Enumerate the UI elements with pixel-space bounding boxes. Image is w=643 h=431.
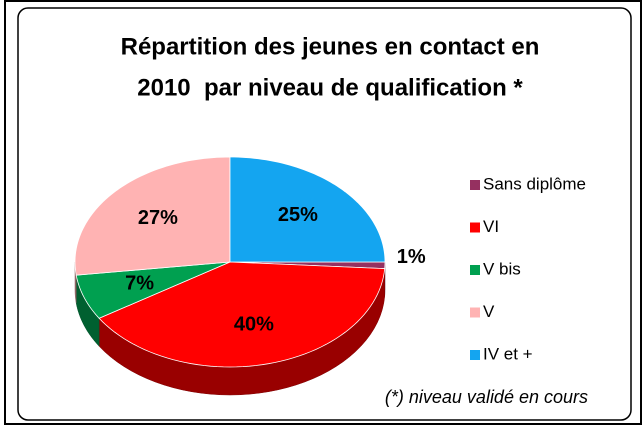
legend-label: IV et +	[483, 344, 533, 363]
data-label: 1%	[397, 246, 426, 268]
legend-swatch	[470, 265, 480, 275]
legend-swatch	[470, 308, 480, 318]
chart-title: 2010 par niveau de qualification *	[137, 74, 523, 101]
legend-swatch	[470, 350, 480, 360]
data-label: 25%	[278, 204, 318, 226]
data-label: 27%	[138, 207, 178, 229]
annotation: (*) niveau validé en cours	[385, 387, 588, 407]
legend-label: VI	[483, 217, 499, 236]
chart-title: Répartition des jeunes en contact en	[121, 33, 540, 60]
legend-label: Sans diplôme	[483, 174, 586, 193]
legend-swatch	[470, 223, 480, 233]
legend-label: V	[483, 302, 495, 321]
data-label: 40%	[234, 313, 274, 335]
legend-label: V bis	[483, 259, 521, 278]
data-label: 7%	[125, 272, 154, 294]
legend-swatch	[470, 180, 480, 190]
pie-tops	[75, 157, 385, 367]
